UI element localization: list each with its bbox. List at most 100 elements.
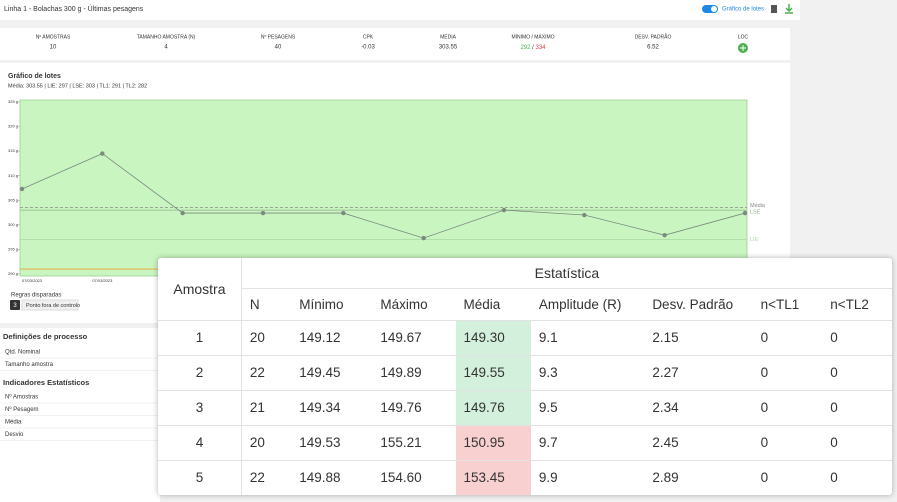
stat-value: 303.55 [439,45,458,51]
table-cell: 149.34 [291,389,373,425]
table-cell: 9.3 [530,354,645,390]
table-cell: 22 [241,354,292,390]
y-tick-label: 305 g [8,197,18,202]
table-cell: 2.89 [644,459,753,495]
table-cell: 154.60 [372,459,456,495]
top-bar [0,0,800,20]
table-cell: 0 [752,424,823,460]
table-cell: 0 [752,319,823,355]
chart-subtitle: Média: 303.55 | LIE: 297 | LSE: 303 | TL… [8,83,147,89]
list-item: Desvio [5,432,24,438]
stat-label: LOC [738,34,749,40]
point [100,151,105,156]
table-cell: 150.95 [455,424,531,460]
point [341,210,346,216]
stat-value: 292 / 334 [520,45,546,51]
y-tick-label: 290 g [8,271,18,276]
plot-area [19,99,748,277]
page-title: Linha 1 - Bolachas 300 g - Últimas pesag… [4,4,144,13]
amostra-cell: 1 [158,319,242,355]
stats-panel [0,28,790,60]
limit-label: LSE [750,210,761,216]
rules-chip [21,299,79,311]
table-cell: 155.21 [372,424,456,460]
table-cell: 2.27 [644,354,753,390]
table-cell: 9.5 [530,389,645,425]
column-header: Média [455,287,531,320]
table-row: 3 21 149.34 149.76 149.76 9.5 2.34 0 0 [158,389,892,425]
table-cell: 9.9 [530,459,645,495]
table-cell: 21 [241,389,292,425]
y-tick-label: 320 g [8,124,18,129]
point [501,207,507,213]
table-cell: 149.67 [372,319,456,355]
x-tick-label: 07/03/2023 [22,278,43,283]
table-cell: 149.12 [291,319,373,355]
list-item: Qtd. Nominal [5,350,40,356]
column-header: Desv. Padrão [644,287,753,320]
toggle-knob [711,6,717,12]
y-tick-label: 295 g [8,246,18,251]
stat-label: MÉDIA [440,33,457,40]
table-cell: 0 [822,319,892,355]
section-title: Definições de processo [3,332,88,341]
table-cell: 20 [241,319,292,355]
column-header: n<TL2 [822,287,892,320]
table-cell: 149.89 [372,354,456,390]
column-header: N [241,287,292,320]
limit-label: LIE [750,237,759,243]
point [662,232,667,238]
stats-table: Amostra Estatística N Mínimo Máximo Média Am… [158,258,892,495]
amostra-cell: 4 [158,424,242,460]
table-cell: 149.55 [455,354,531,390]
table-cell: 9.7 [530,424,645,460]
point [260,210,266,216]
table-row: 4 20 149.53 155.21 150.95 9.7 2.45 0 0 [158,424,892,460]
stat-label: Nº PESAGENS [261,34,296,40]
separator: / [530,45,535,51]
rules-badge-text: 3 [13,303,17,309]
stat-label: CPK [363,34,374,40]
list-item: Nº Pesagem [5,406,39,413]
limit-label: Média [750,203,766,209]
table-cell: 149.53 [291,424,373,460]
column-header: Máximo [372,287,456,320]
stat-part: 292 [520,45,531,51]
rules-title: Regras disparadas [11,293,61,299]
section-title: Indicadores Estatísticos [3,378,89,387]
row-header: Amostra [158,258,242,320]
table-cell: 0 [752,459,823,495]
amostra-cell: 3 [158,389,242,425]
point [180,210,185,216]
table-cell: 20 [241,424,292,460]
side-panel [0,328,160,502]
table-cell: 149.88 [291,459,373,495]
series-line [21,153,746,239]
column-header: n<TL1 [752,287,823,320]
table-cell: 0 [822,459,892,495]
y-tick-label: 300 g [8,222,18,227]
table-cell: 149.76 [372,389,456,425]
y-tick-label: 310 g [8,173,18,178]
table-cell: 0 [752,389,823,425]
stat-label: Nº AMOSTRAS [36,34,71,40]
table-cell: 0 [822,354,892,390]
point [421,235,426,241]
rules-text: Ponto fora de controlo [26,303,80,309]
point [19,186,25,192]
table-cell: 0 [752,354,823,390]
table-cell: 149.76 [455,389,531,425]
stat-value: 4 [164,45,168,51]
loc-glyph [740,45,746,51]
stats-table-card: Amostra Estatística N Mínimo Máximo Média Am… [158,258,892,495]
stat-label: DESV. PADRÃO [635,33,672,40]
toggle-label[interactable]: Gráfico de lotes [722,7,764,13]
download-icon[interactable] [785,4,793,14]
list-item: Média [5,420,22,426]
list-item: Nº Amostras [5,394,38,401]
doc-icon[interactable] [771,5,777,13]
stat-label: TAMANHO AMOSTRA (N) [137,34,196,40]
amostra-cell: 5 [158,459,242,495]
stat-value: 40 [275,45,282,51]
